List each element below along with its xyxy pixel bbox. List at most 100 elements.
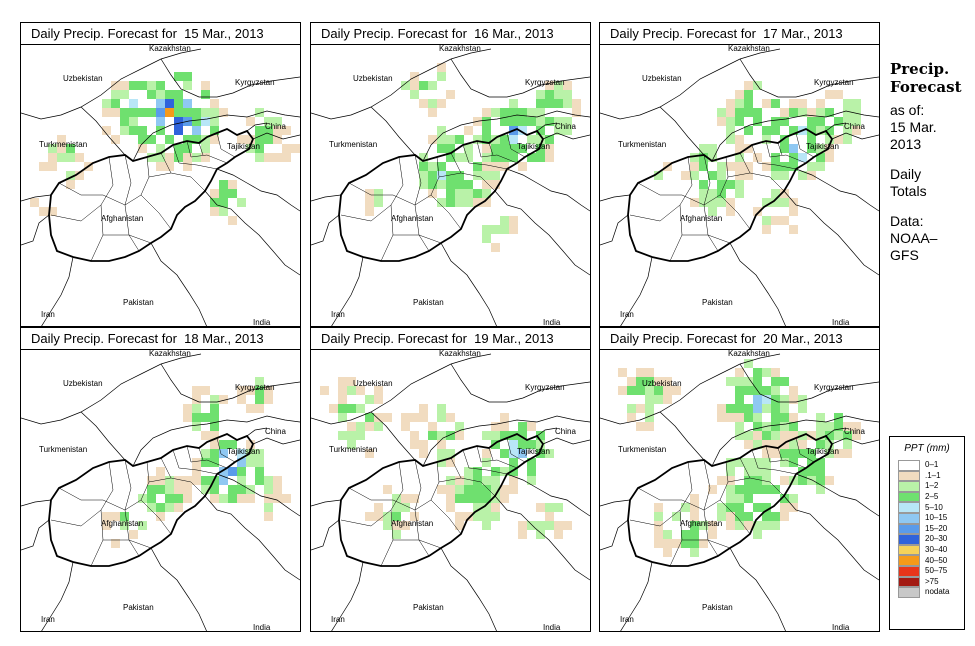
place-label-afghanistan: Afghanistan: [680, 519, 722, 528]
precip-cell: [273, 476, 282, 485]
precip-cell: [627, 377, 636, 386]
precip-cell: [473, 171, 482, 180]
precip-cell: [545, 153, 554, 162]
precip-cell: [491, 108, 500, 117]
precip-cell: [482, 117, 491, 126]
precip-cell: [807, 162, 816, 171]
precip-cell: [228, 216, 237, 225]
precip-cell: [717, 180, 726, 189]
legend-swatch: [898, 587, 920, 598]
precip-cell: [771, 404, 780, 413]
precip-cell: [545, 449, 554, 458]
afghanistan-outline: [627, 127, 834, 262]
precip-cell: [636, 368, 645, 377]
precip-cell: [473, 494, 482, 503]
precip-cell: [237, 198, 246, 207]
legend-label: 50–75: [925, 566, 948, 576]
precip-cell: [762, 126, 771, 135]
precip-cell: [102, 512, 111, 521]
country-border: [536, 427, 558, 437]
place-label-pakistan: Pakistan: [413, 603, 444, 612]
precip-cell: [282, 153, 291, 162]
precip-cell: [473, 503, 482, 512]
place-label-pakistan: Pakistan: [123, 298, 154, 307]
precip-cell: [482, 521, 491, 530]
precip-cell: [255, 386, 264, 395]
precip-cell: [753, 458, 762, 467]
precip-cell: [771, 395, 780, 404]
precip-cell: [246, 440, 255, 449]
precip-cell: [482, 198, 491, 207]
precip-cell: [735, 162, 744, 171]
precip-cell: [174, 485, 183, 494]
precip-cell: [183, 81, 192, 90]
asof-line2: 15 Mar.: [890, 119, 937, 135]
province-border: [462, 449, 508, 475]
precip-cell: [183, 413, 192, 422]
precip-cell: [428, 189, 437, 198]
precip-cell: [744, 99, 753, 108]
precip-cell: [717, 171, 726, 180]
precip-cell: [753, 368, 762, 377]
boundaries: [600, 48, 879, 326]
precip-cell: [527, 467, 536, 476]
country-border: [21, 48, 202, 120]
precip-cell: [690, 153, 699, 162]
legend-row: 10–15: [890, 512, 964, 524]
province-border: [348, 487, 432, 511]
precip-cell: [237, 395, 246, 404]
precip-cell: [237, 467, 246, 476]
map-panel-mar15: Daily Precip. Forecast for 15 Mar., 2013…: [20, 22, 301, 327]
legend-label: 10–15: [925, 513, 948, 523]
precip-cell: [401, 494, 410, 503]
precip-cell: [446, 458, 455, 467]
precip-cell: [329, 404, 338, 413]
precip-cell: [744, 108, 753, 117]
precip-cell: [192, 404, 201, 413]
precip-cell: [446, 144, 455, 153]
country-border: [252, 437, 300, 445]
place-label-turkmenistan: Turkmenistan: [39, 140, 87, 149]
precip-cell: [735, 422, 744, 431]
precip-cell: [663, 377, 672, 386]
province-border: [751, 449, 797, 475]
precip-cell: [509, 144, 518, 153]
province-border: [393, 539, 442, 549]
country-border: [542, 132, 590, 140]
precip-cell: [627, 413, 636, 422]
precip-cell: [843, 108, 852, 117]
precip-cell: [798, 467, 807, 476]
precip-cell: [726, 180, 735, 189]
precip-cell: [780, 117, 789, 126]
country-border: [160, 58, 300, 98]
precip-cell: [383, 521, 392, 530]
country-border: [204, 495, 300, 581]
precip-cell: [374, 395, 383, 404]
precip-cell: [825, 431, 834, 440]
precip-cell: [156, 99, 165, 108]
precip-cell: [744, 171, 753, 180]
precip-cell: [852, 117, 861, 126]
precip-cell: [527, 117, 536, 126]
legend-label: >75: [925, 576, 939, 586]
precip-cell: [374, 198, 383, 207]
place-label-tajikistan: Tajikistan: [227, 447, 260, 456]
precip-cell: [347, 440, 356, 449]
precip-cell: [798, 108, 807, 117]
precip-cell: [500, 216, 509, 225]
place-label-turkmenistan: Turkmenistan: [329, 140, 377, 149]
precip-cell: [255, 135, 264, 144]
precip-cell: [744, 90, 753, 99]
precip-cell: [165, 476, 174, 485]
precip-cell: [201, 144, 210, 153]
precip-cell: [491, 476, 500, 485]
place-label-kazakhstan: Kazakhstan: [149, 45, 191, 53]
precip-cell: [708, 521, 717, 530]
precip-cell: [780, 198, 789, 207]
precip-cell: [627, 404, 636, 413]
precip-cell: [753, 377, 762, 386]
precip-cell: [39, 207, 48, 216]
precip-cell: [500, 494, 509, 503]
precip-cell: [210, 413, 219, 422]
precip-cell: [762, 449, 771, 458]
